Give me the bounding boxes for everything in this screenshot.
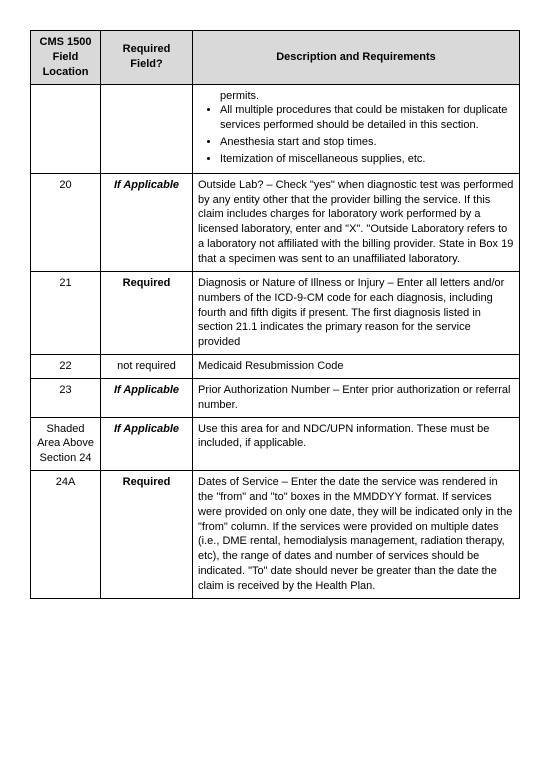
- header-row: CMS 1500 Field Location Required Field? …: [31, 31, 520, 85]
- cell-location: Shaded Area Above Section 24: [31, 417, 101, 471]
- header-required: Required Field?: [101, 31, 193, 85]
- table-row: permits. All multiple procedures that co…: [31, 84, 520, 173]
- cell-description: Dates of Service – Enter the date the se…: [193, 471, 520, 599]
- cell-required: Required: [101, 271, 193, 354]
- cell-location: 23: [31, 378, 101, 417]
- cell-required: If Applicable: [101, 378, 193, 417]
- table-row: 23 If Applicable Prior Authorization Num…: [31, 378, 520, 417]
- cell-required: [101, 84, 193, 173]
- cms1500-table: CMS 1500 Field Location Required Field? …: [30, 30, 520, 599]
- cell-location: 22: [31, 355, 101, 379]
- bullet-item: All multiple procedures that could be mi…: [220, 103, 514, 133]
- table-row: 21 Required Diagnosis or Nature of Illne…: [31, 271, 520, 354]
- header-description: Description and Requirements: [193, 31, 520, 85]
- bullet-item: Itemization of miscellaneous supplies, e…: [220, 152, 514, 167]
- cell-required: not required: [101, 355, 193, 379]
- cell-required: If Applicable: [101, 417, 193, 471]
- header-field-location: CMS 1500 Field Location: [31, 31, 101, 85]
- table-row: 20 If Applicable Outside Lab? – Check "y…: [31, 173, 520, 271]
- cell-location: [31, 84, 101, 173]
- table-row: 24A Required Dates of Service – Enter th…: [31, 471, 520, 599]
- table-row: Shaded Area Above Section 24 If Applicab…: [31, 417, 520, 471]
- cell-location: 20: [31, 173, 101, 271]
- bullet-list: All multiple procedures that could be mi…: [198, 103, 514, 166]
- cell-description: Medicaid Resubmission Code: [193, 355, 520, 379]
- cell-description: Outside Lab? – Check "yes" when diagnost…: [193, 173, 520, 271]
- cell-description: Prior Authorization Number – Enter prior…: [193, 378, 520, 417]
- cell-description: permits. All multiple procedures that co…: [193, 84, 520, 173]
- cell-required: Required: [101, 471, 193, 599]
- continuation-text: permits.: [198, 89, 514, 104]
- bullet-item: Anesthesia start and stop times.: [220, 135, 514, 150]
- cell-required: If Applicable: [101, 173, 193, 271]
- cell-location: 21: [31, 271, 101, 354]
- table-row: 22 not required Medicaid Resubmission Co…: [31, 355, 520, 379]
- cell-location: 24A: [31, 471, 101, 599]
- cell-description: Diagnosis or Nature of Illness or Injury…: [193, 271, 520, 354]
- cell-description: Use this area for and NDC/UPN informatio…: [193, 417, 520, 471]
